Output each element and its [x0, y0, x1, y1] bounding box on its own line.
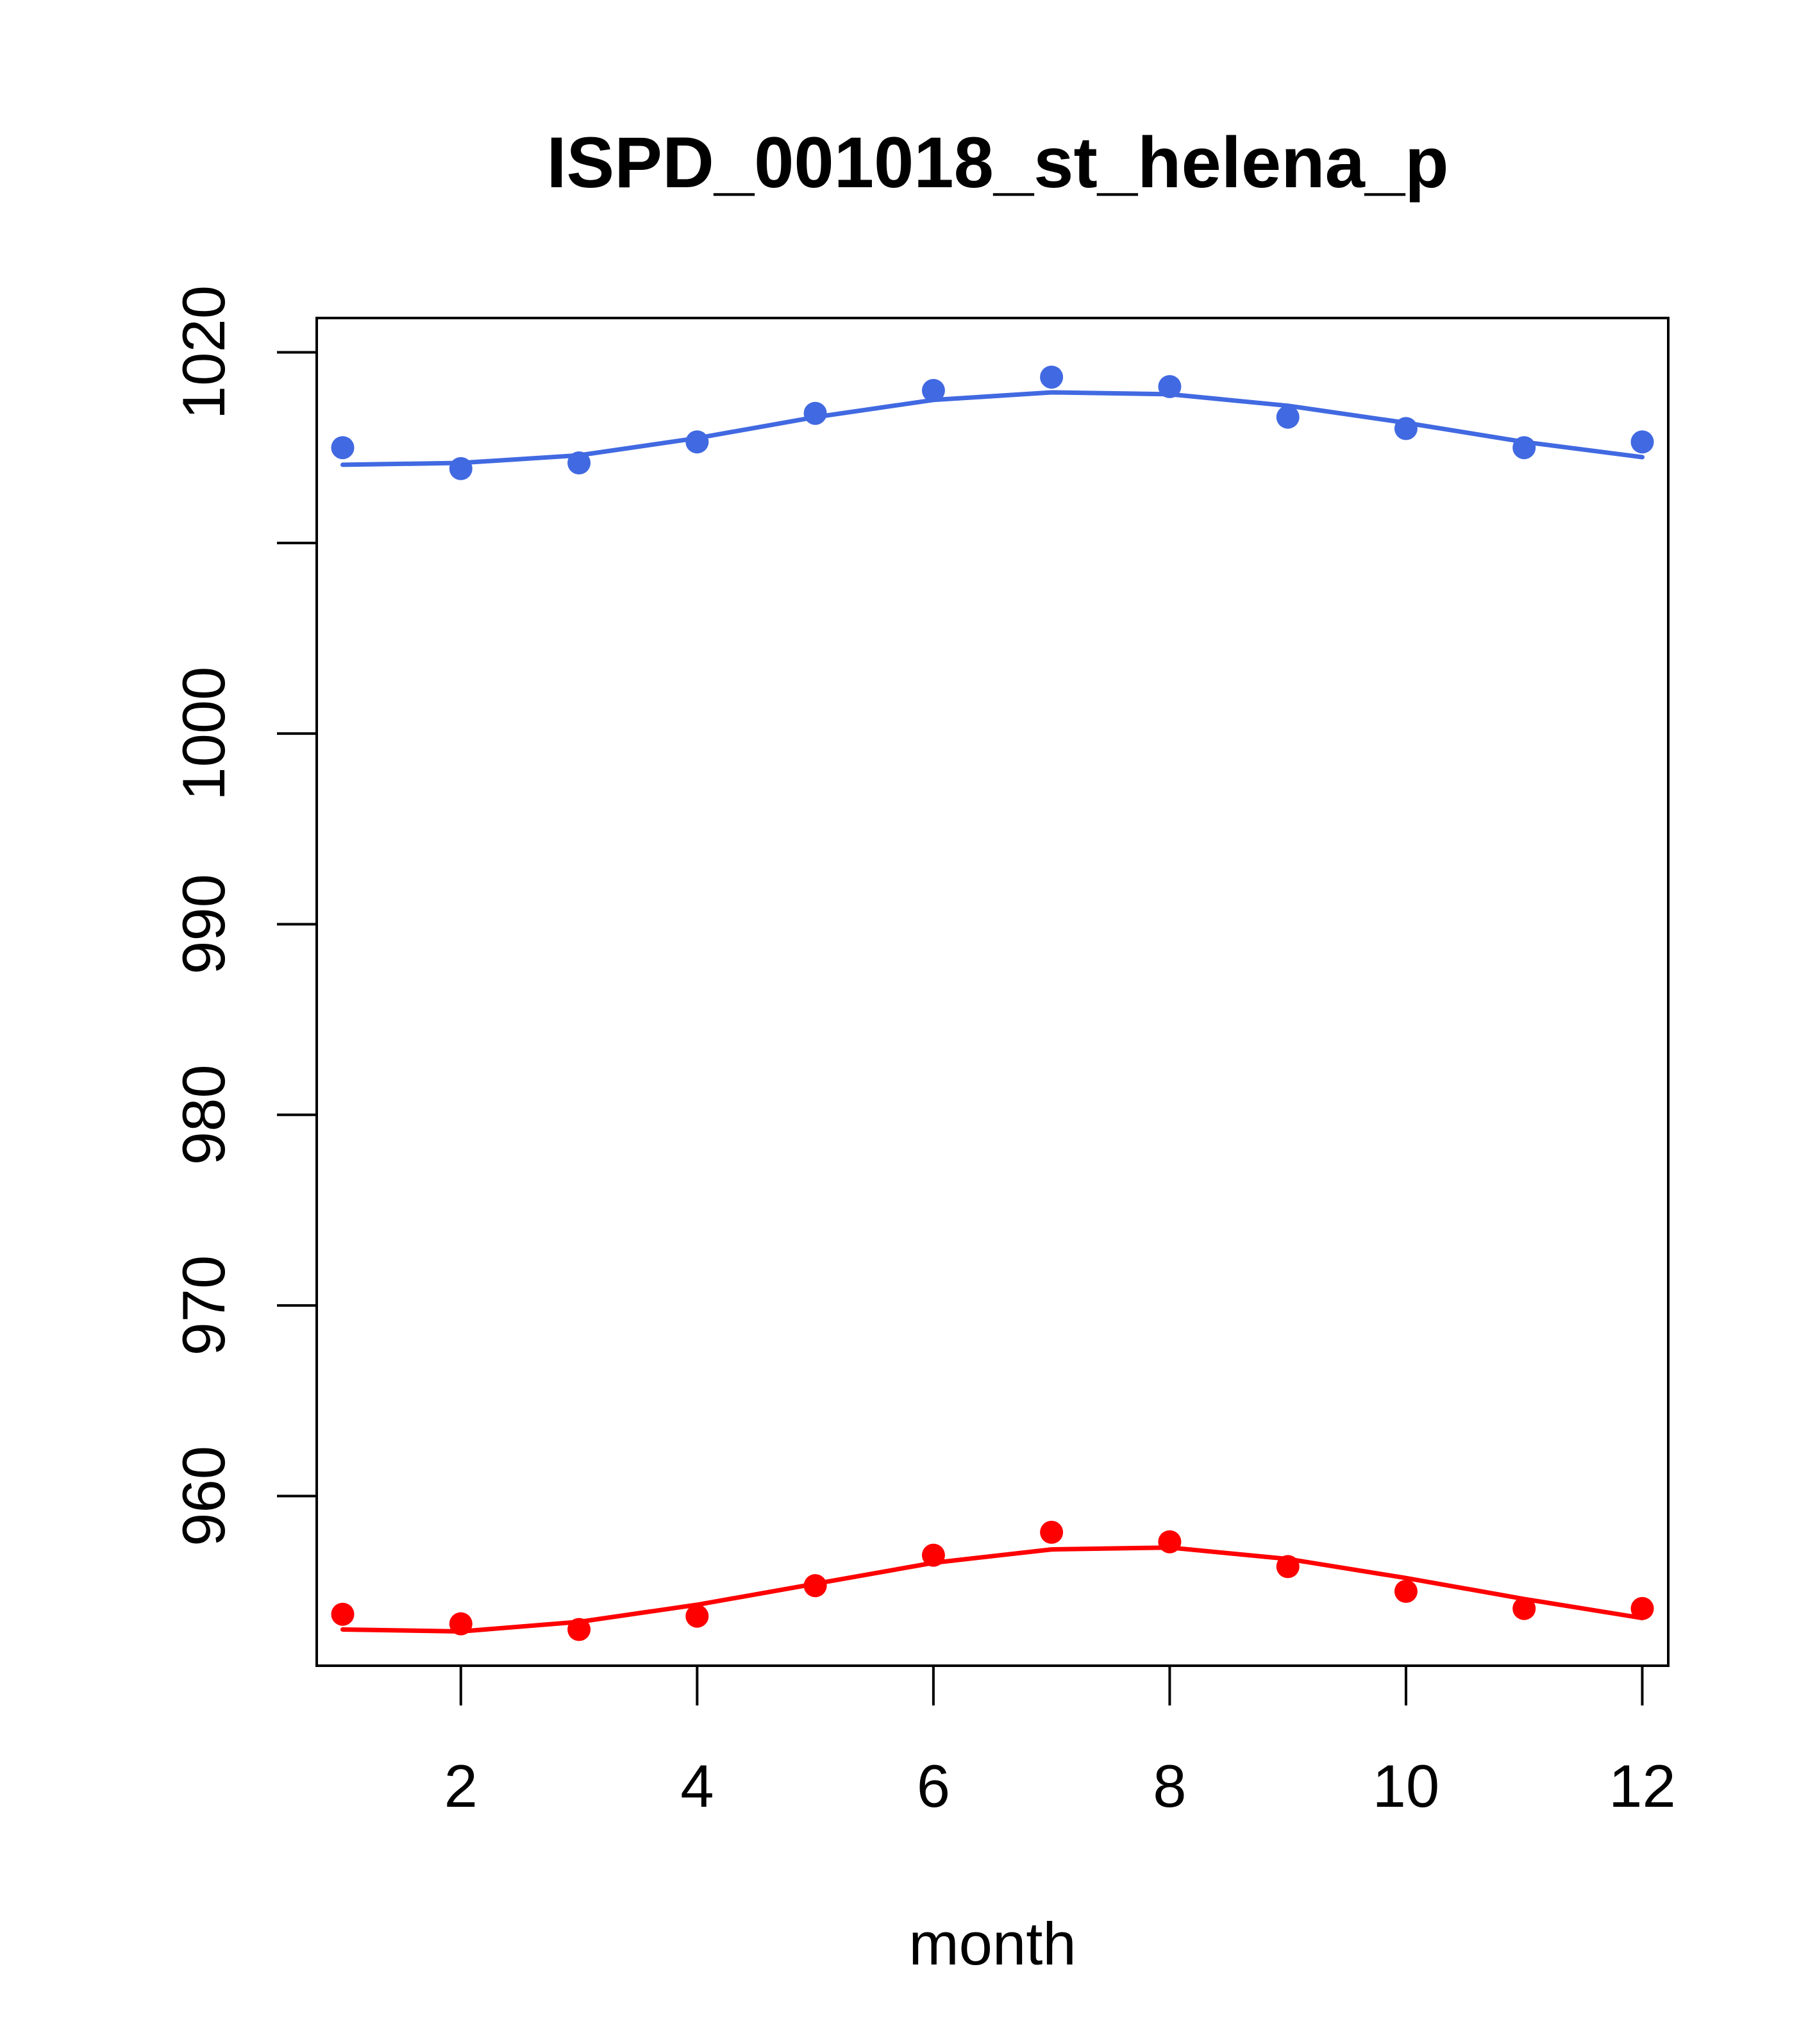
series-upper	[331, 365, 1654, 480]
x-axis-label: month	[908, 1910, 1076, 1977]
series-lower-point	[1040, 1520, 1064, 1544]
x-tick-label: 6	[917, 1752, 950, 1820]
y-tick-label: 1020	[170, 285, 237, 419]
series-lower-point	[449, 1612, 473, 1636]
y-axis: 960 970 980 990 1000 1020	[170, 285, 318, 1546]
series-upper-point	[1512, 436, 1536, 460]
y-tick-label: 970	[170, 1255, 237, 1356]
series-lower-point	[1394, 1580, 1418, 1603]
series-upper-point	[567, 451, 591, 474]
series-upper-point	[449, 457, 473, 480]
series-lower-point	[567, 1618, 591, 1641]
y-tick-label: 990	[170, 874, 237, 975]
x-axis: 2 4 6 8 10 12	[444, 1664, 1676, 1820]
x-tick-label: 12	[1609, 1752, 1676, 1820]
x-tick-label: 2	[444, 1752, 478, 1820]
y-tick-label: 980	[170, 1064, 237, 1165]
series-lower-point	[803, 1574, 827, 1598]
series-lower	[331, 1520, 1654, 1641]
series-upper-line	[340, 390, 1645, 467]
series-upper-point	[1394, 417, 1418, 440]
series-lower-point	[685, 1604, 709, 1628]
series-lower-point	[1158, 1530, 1182, 1554]
series-lower-line	[340, 1545, 1645, 1634]
series-lower-point	[1276, 1555, 1300, 1579]
series-upper-point	[1630, 430, 1654, 454]
plot-frame	[315, 317, 1670, 1667]
chart-title: ISPD_001018_st_helena_p	[546, 122, 1448, 203]
series-upper-point	[331, 436, 355, 460]
series-upper-point	[1040, 365, 1064, 389]
y-tick-label: 1000	[170, 667, 237, 801]
series-upper-point	[1276, 405, 1300, 429]
series-upper-point	[685, 430, 709, 454]
series-lower-point	[921, 1543, 945, 1567]
x-tick-label: 10	[1373, 1752, 1440, 1820]
y-tick-label: 960	[170, 1446, 237, 1546]
x-tick-label: 8	[1153, 1752, 1186, 1820]
series-lower-point	[1512, 1596, 1536, 1620]
series-layer	[331, 365, 1654, 1641]
series-upper-point	[803, 401, 827, 425]
series-upper-point	[1158, 375, 1182, 398]
x-tick-label: 4	[680, 1752, 714, 1820]
series-upper-point	[921, 379, 945, 402]
series-lower-point	[1630, 1596, 1654, 1620]
series-lower-point	[331, 1602, 355, 1626]
